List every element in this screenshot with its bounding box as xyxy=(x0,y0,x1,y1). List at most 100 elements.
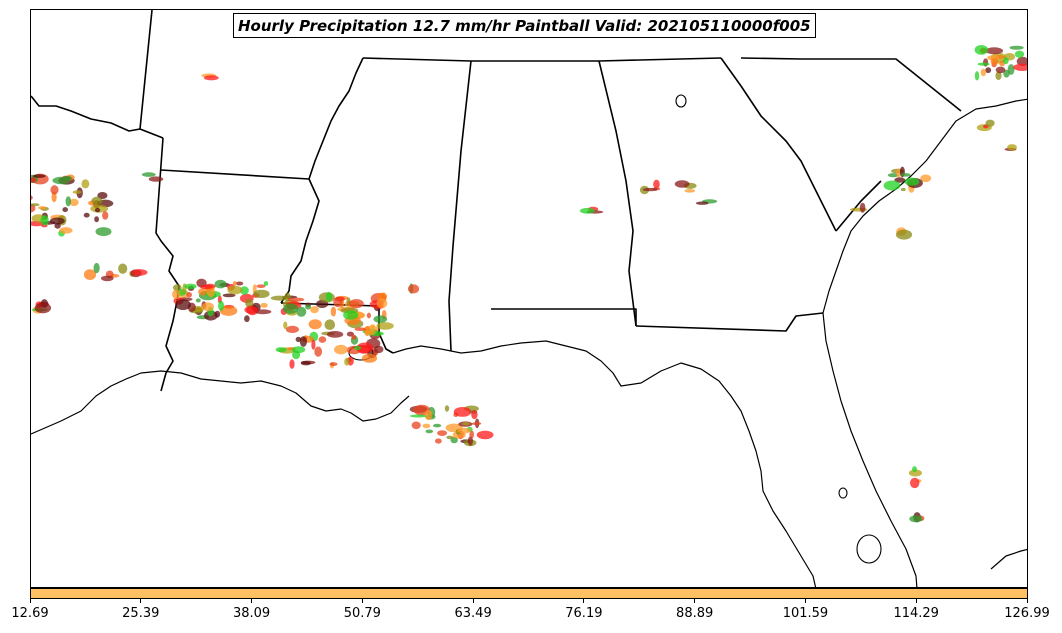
precip-paintball xyxy=(377,292,388,301)
precip-paintball xyxy=(696,201,709,205)
precip-paintball xyxy=(977,62,990,66)
colorbar-tick-label: 88.89 xyxy=(676,606,714,621)
precip-paintball xyxy=(54,222,61,229)
precip-paintball xyxy=(995,71,1002,80)
state-line-ms-north xyxy=(362,57,472,62)
precip-paintball xyxy=(311,339,316,350)
precip-paintball xyxy=(62,207,68,213)
precip-paintball xyxy=(296,306,307,317)
precip-paintball xyxy=(684,189,696,193)
colorbar-tick-mark xyxy=(804,599,806,603)
precip-paintball xyxy=(285,325,299,333)
precip-paintball xyxy=(1009,45,1024,50)
precip-paintball xyxy=(172,289,181,300)
precip-paintball xyxy=(97,192,108,199)
colorbar xyxy=(30,588,1028,599)
precip-paintball xyxy=(471,409,478,420)
state-line-fl-ga xyxy=(635,312,824,332)
precip-paintball xyxy=(118,263,128,274)
precip-paintball xyxy=(31,195,33,200)
precip-paintball xyxy=(990,58,999,66)
precip-paintball xyxy=(253,289,270,299)
florida-atlantic-coast xyxy=(822,312,918,587)
precip-paintball xyxy=(467,436,473,446)
precip-paintball xyxy=(275,347,287,353)
precip-paintball xyxy=(101,275,114,282)
state-line-tx-la xyxy=(155,137,180,392)
precip-paintball xyxy=(446,435,454,440)
precip-paintball xyxy=(83,212,90,218)
state-line-sc-nc-coast xyxy=(835,180,882,232)
gulf-coast-texas xyxy=(31,370,410,435)
precip-paintball xyxy=(50,185,59,195)
precip-paintball xyxy=(235,281,244,286)
precip-paintball xyxy=(444,405,450,412)
colorbar-tick-label: 50.79 xyxy=(343,606,381,621)
colorbar-tick-label: 38.09 xyxy=(232,606,271,621)
precip-paintball xyxy=(364,330,376,336)
precip-paintball xyxy=(69,198,79,207)
state-line-al-fl xyxy=(491,308,637,326)
colorbar-tick-mark xyxy=(472,599,474,603)
precip-paintball xyxy=(256,284,266,289)
precip-paintball xyxy=(72,190,82,194)
precip-paintball xyxy=(453,407,472,417)
state-line-ms-al xyxy=(448,60,472,352)
precip-paintball xyxy=(175,299,192,311)
precip-paintball xyxy=(49,217,65,225)
precip-paintball xyxy=(642,187,658,192)
precip-paintball xyxy=(102,211,109,220)
precip-paintball xyxy=(883,180,901,191)
state-boundaries xyxy=(31,10,962,392)
colorbar-tick-mark xyxy=(1026,599,1028,603)
precip-paintball xyxy=(411,421,421,430)
precip-paintball xyxy=(310,306,319,314)
precip-paintball xyxy=(227,285,243,295)
precip-paintball xyxy=(373,345,384,354)
precip-paintball xyxy=(995,66,1006,74)
map-title-text: Hourly Precipitation 12.7 mm/hr Paintbal… xyxy=(238,16,811,35)
precip-paintball xyxy=(203,75,219,81)
precip-paintball xyxy=(909,515,923,523)
precip-paintball xyxy=(219,305,238,316)
precip-paintball xyxy=(62,175,72,181)
precip-paintball xyxy=(141,172,156,177)
precip-paintball xyxy=(244,315,250,323)
lakes xyxy=(348,94,882,564)
precip-paintball xyxy=(376,298,388,309)
colorbar-tick-label: 63.49 xyxy=(454,606,492,621)
precip-paintball xyxy=(94,207,101,213)
precip-paintball xyxy=(674,180,690,188)
state-line-ar-la xyxy=(160,169,310,180)
precip-paintball xyxy=(330,306,337,317)
precipitation-paintballs xyxy=(31,45,1027,523)
precip-paintball xyxy=(186,292,192,298)
precip-paintball xyxy=(409,414,427,418)
precip-paintball xyxy=(433,423,442,428)
precip-paintball xyxy=(94,216,99,223)
precip-paintball xyxy=(240,286,249,295)
precip-paintball xyxy=(314,346,323,357)
map-canvas xyxy=(31,10,1027,587)
precip-paintball xyxy=(245,298,254,308)
precip-paintball xyxy=(344,357,350,366)
state-line-al-ga xyxy=(598,60,637,327)
precip-paintball xyxy=(295,336,302,343)
state-line-ok-ar xyxy=(139,10,153,130)
colorbar-tick-mark xyxy=(694,599,696,603)
precip-paintball xyxy=(326,331,344,338)
coastline xyxy=(31,98,1027,587)
precip-paintball xyxy=(974,71,980,81)
precip-paintball xyxy=(83,269,97,280)
precip-paintball xyxy=(263,281,269,286)
precip-paintball xyxy=(1016,56,1027,66)
precip-paintball xyxy=(354,345,362,351)
colorbar-tick-mark xyxy=(915,599,917,603)
state-line-ga-sc xyxy=(720,57,837,232)
precip-paintball xyxy=(1007,144,1017,151)
precip-paintball xyxy=(81,179,90,189)
precip-paintball xyxy=(351,334,357,340)
precip-paintball xyxy=(887,173,899,178)
precip-paintball xyxy=(896,168,902,178)
precip-paintball xyxy=(1003,69,1010,78)
